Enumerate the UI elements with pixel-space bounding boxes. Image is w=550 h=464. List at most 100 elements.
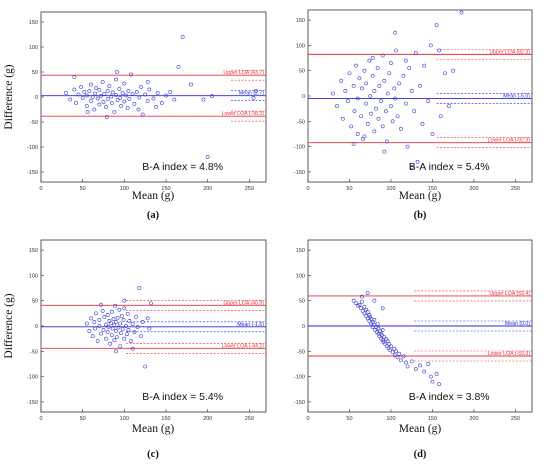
data-point (74, 101, 78, 105)
data-point (84, 93, 89, 98)
data-point (130, 322, 135, 326)
data-point (104, 322, 108, 327)
data-point (376, 116, 381, 121)
plot-area (40, 239, 267, 413)
data-point (79, 85, 83, 89)
data-point (387, 71, 392, 76)
data-point (364, 101, 368, 106)
data-point (68, 97, 73, 102)
x-tick-label: 200 (203, 416, 212, 422)
x-axis-label: Mean (g) (132, 423, 175, 435)
data-point (137, 286, 142, 290)
panel-caption: (d) (414, 449, 427, 460)
data-point (119, 313, 124, 318)
data-point (352, 109, 357, 114)
y-tick-label: 50 (299, 69, 305, 75)
data-point (132, 330, 137, 334)
data-point (119, 331, 123, 335)
data-point (372, 129, 377, 134)
data-point (389, 61, 393, 66)
data-point (368, 314, 373, 319)
data-point (392, 86, 397, 91)
data-point (143, 364, 148, 369)
data-point (101, 100, 106, 104)
data-point (114, 329, 118, 333)
y-tick-label: -150 (294, 400, 305, 406)
data-point (380, 306, 385, 311)
data-point (418, 83, 422, 88)
y-tick-label: 150 (296, 248, 305, 254)
data-point (351, 298, 356, 303)
data-point (347, 71, 352, 76)
data-point (385, 91, 390, 96)
data-point (136, 107, 141, 112)
data-point (112, 338, 117, 343)
data-point (418, 363, 422, 368)
data-point (105, 89, 110, 93)
data-point (114, 335, 119, 340)
data-point (126, 328, 131, 332)
y-tick-label: -100 (27, 145, 38, 151)
data-point (149, 301, 153, 306)
data-point (412, 109, 417, 114)
data-point (108, 341, 113, 346)
data-point (349, 124, 354, 129)
data-point (125, 311, 130, 316)
x-tick-label: 150 (428, 186, 437, 192)
data-point (413, 367, 418, 371)
data-point (389, 104, 393, 109)
data-point (394, 349, 398, 354)
lower-loa-label: Lower LOA (-44.2) (222, 343, 265, 349)
x-tick-label: 200 (469, 416, 478, 422)
x-axis-label: Mean (g) (132, 190, 175, 202)
data-point (380, 53, 385, 58)
x-tick-label: 50 (346, 416, 352, 422)
data-point (370, 56, 375, 60)
data-point (330, 91, 335, 96)
data-point (365, 291, 370, 296)
y-tick-label: -150 (27, 400, 38, 406)
data-point (335, 104, 339, 109)
data-point (413, 51, 418, 55)
data-point (399, 358, 403, 363)
y-tick-label: -150 (294, 170, 305, 176)
data-point (355, 96, 360, 101)
data-point (409, 164, 414, 169)
data-point (122, 81, 127, 86)
plot-area (307, 9, 533, 183)
data-point (438, 114, 443, 119)
data-point (110, 326, 115, 331)
data-point (93, 326, 98, 331)
data-point (364, 81, 368, 86)
data-point (365, 309, 370, 314)
y-axis-label: Difference (g) (3, 64, 15, 129)
x-tick-label: 200 (203, 186, 212, 192)
data-point (64, 91, 68, 95)
data-point (82, 90, 87, 94)
data-point (107, 84, 112, 88)
ba-index-label: B-A index = 5.4% (409, 161, 490, 173)
mean-label: Mean (2.7) (239, 91, 264, 97)
data-point (420, 121, 425, 126)
data-point (351, 142, 356, 146)
data-point (139, 334, 143, 339)
data-point (362, 311, 367, 316)
data-point (409, 359, 414, 364)
data-point (114, 320, 118, 324)
data-point (135, 325, 140, 329)
data-point (102, 314, 107, 319)
data-point (122, 298, 127, 303)
mean-label: Mean (0.0) (505, 321, 530, 327)
data-point (384, 109, 388, 114)
data-point (140, 112, 145, 117)
data-point (126, 89, 131, 93)
data-point (397, 81, 402, 86)
data-point (379, 333, 384, 338)
y-tick-label: 50 (299, 299, 305, 305)
data-point (401, 354, 406, 359)
data-point (105, 97, 110, 101)
data-point (122, 336, 127, 341)
data-point (122, 306, 127, 311)
y-tick-label: 50 (32, 299, 38, 305)
data-point (403, 360, 408, 365)
